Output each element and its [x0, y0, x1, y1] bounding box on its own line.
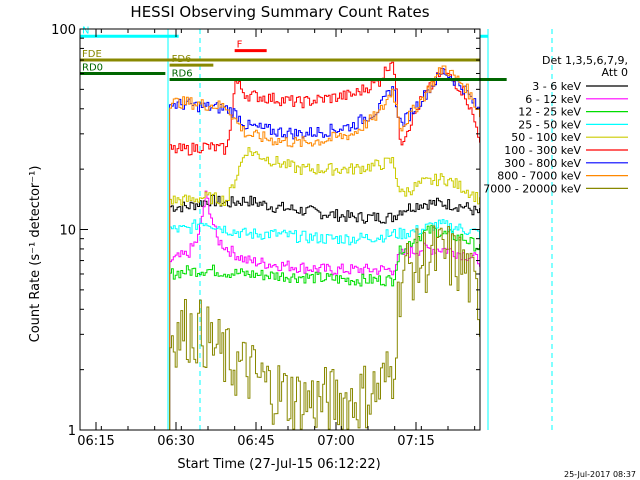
- series-line-6: [169, 61, 480, 430]
- series-line-9: [169, 225, 480, 430]
- flag-label-0: N: [82, 25, 89, 36]
- series-line-2: [169, 190, 480, 430]
- y-tick-label-2: 100: [51, 23, 76, 38]
- legend-label-5: 50 - 100 keV: [511, 131, 581, 144]
- legend-title: Det 1,3,5,6,7,9,: [542, 54, 628, 67]
- legend-label-1: 3 - 6 keV: [532, 80, 581, 93]
- x-tick-label-3: 07:00: [317, 434, 354, 449]
- flag-label-2: FDE: [82, 49, 102, 60]
- legend-label-3: 12 - 25 keV: [518, 106, 581, 119]
- series-line-7: [169, 68, 480, 430]
- chart-title: HESSI Observing Summary Count Rates: [130, 3, 429, 21]
- x-tick-label-0: 06:15: [77, 434, 114, 449]
- timestamp-stamp: 25-Jul-2017 08:37: [564, 470, 636, 479]
- x-tick-label-4: 07:15: [397, 434, 434, 449]
- series-line-4: [169, 219, 480, 430]
- flag-label-1: F: [237, 40, 243, 51]
- legend-label-6: 100 - 300 keV: [504, 144, 581, 157]
- series-line-8: [169, 65, 480, 430]
- x-axis-label: Start Time (27-Jul-15 06:12:22): [177, 457, 380, 472]
- legend-label-8: 800 - 7000 keV: [497, 170, 581, 183]
- y-tick-label-1: 10: [59, 224, 76, 239]
- x-tick-label-1: 06:30: [157, 434, 194, 449]
- flag-label-4: RD0: [82, 62, 103, 73]
- x-tick-label-2: 06:45: [237, 434, 274, 449]
- legend-label-7: 300 - 800 keV: [504, 157, 581, 170]
- flag-label-3: FD6: [172, 54, 192, 65]
- legend-label-4: 25 - 50 keV: [518, 118, 581, 131]
- legend-subtitle: Att 0: [602, 66, 628, 79]
- series-line-1: [169, 194, 480, 430]
- legend-label-9: 7000 - 20000 keV: [483, 182, 581, 195]
- series-line-5: [169, 147, 480, 430]
- y-tick-label-0: 1: [68, 424, 76, 439]
- y-axis-label: Count Rate (s⁻¹ detector⁻¹): [28, 166, 43, 343]
- series-group: [169, 61, 480, 430]
- flag-label-5: RD6: [172, 68, 193, 79]
- legend-label-2: 6 - 12 keV: [525, 93, 581, 106]
- series-line-3: [169, 224, 480, 430]
